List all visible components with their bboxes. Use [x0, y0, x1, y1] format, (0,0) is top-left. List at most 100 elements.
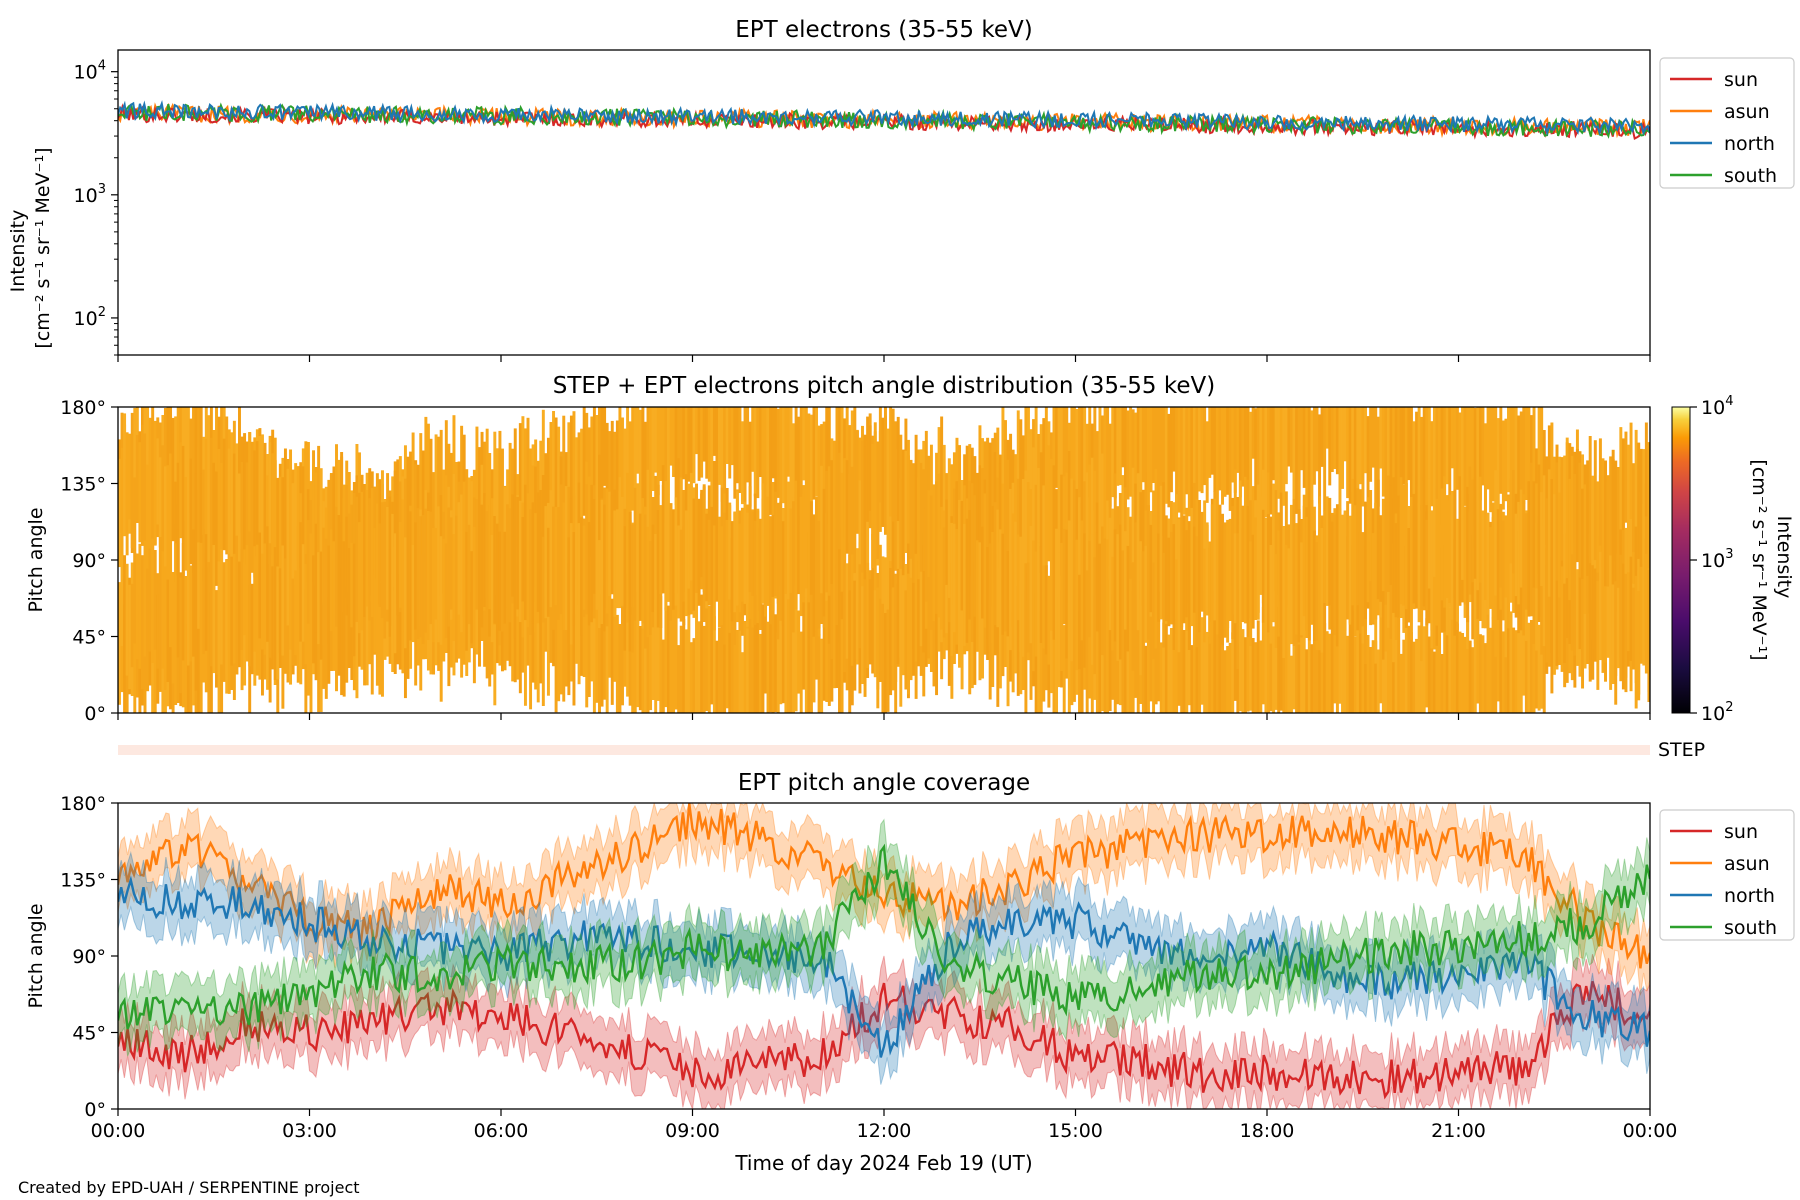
pad-cell: [812, 599, 816, 703]
pad-cell: [674, 497, 678, 594]
pad-cell: [1601, 458, 1605, 568]
pad-cell: [1037, 542, 1041, 627]
pad-cell: [799, 496, 803, 616]
pad-cell: [1320, 624, 1324, 713]
pad-cell: [1624, 527, 1628, 613]
pad-cell: [138, 442, 142, 543]
pad-cell: [531, 502, 535, 624]
pad-cell: [513, 503, 517, 639]
panel-coverage-yticks: 0°45°90°135°180°: [60, 793, 118, 1121]
pad-cell: [1376, 416, 1380, 507]
pad-cell: [988, 543, 992, 647]
pad-cell: [1287, 407, 1291, 467]
pad-cell: [1098, 477, 1102, 578]
pad-cell: [1026, 407, 1030, 529]
pad-cell: [1476, 407, 1480, 497]
pad-cell: [1238, 407, 1242, 498]
pad-cell: [797, 480, 801, 595]
pad-cell: [1453, 626, 1457, 713]
pad-cell: [1616, 553, 1620, 669]
pad-cell: [1471, 534, 1475, 640]
pad-cell: [202, 568, 206, 655]
pad-cell: [1106, 539, 1110, 662]
pad-cell: [876, 441, 880, 559]
pad-cell: [1210, 616, 1214, 713]
pad-cell: [1425, 618, 1429, 708]
pad-cell: [1438, 501, 1442, 602]
pad-cell: [981, 526, 984, 619]
pad-cell: [763, 407, 767, 485]
pad-cell: [738, 407, 742, 493]
pad-cell: [654, 407, 658, 473]
y-tick-label: 135°: [60, 870, 106, 892]
pad-cell: [1601, 560, 1605, 673]
pad-cell: [1517, 501, 1521, 605]
pad-cell: [559, 484, 563, 615]
pad-cell: [475, 499, 479, 610]
pad-cell: [1004, 439, 1007, 569]
pad-cell: [1279, 496, 1283, 633]
pad-cell: [707, 407, 711, 482]
pad-cell: [1453, 489, 1457, 598]
pad-cell: [848, 554, 852, 686]
pad-cell: [1057, 470, 1061, 565]
pad-cell: [998, 529, 1002, 625]
pad-cell: [1369, 490, 1373, 582]
pad-cell: [337, 515, 341, 650]
pad-cell: [978, 542, 982, 636]
pad-cell: [756, 510, 760, 623]
legend-label-asun: asun: [1724, 853, 1770, 875]
pad-cell: [1236, 407, 1240, 473]
pad-cell: [1080, 407, 1084, 508]
pad-cell: [1062, 407, 1066, 502]
pad-cell: [1575, 569, 1579, 666]
pad-cell: [1629, 422, 1633, 519]
pad-cell: [1371, 533, 1375, 624]
pad-cell: [728, 502, 732, 600]
pad-cell: [1065, 407, 1069, 524]
pad-cell: [1384, 643, 1388, 713]
pad-cell: [552, 411, 556, 530]
pad-cell: [1374, 502, 1378, 620]
pad-cell: [508, 510, 512, 623]
pad-cell: [184, 477, 188, 571]
pad-cell: [1006, 459, 1010, 558]
pad-cell: [968, 510, 972, 620]
pad-cell: [743, 621, 747, 713]
pad-cell: [973, 495, 977, 610]
pad-cell: [577, 523, 581, 618]
pad-cell: [523, 575, 527, 706]
pad-cell: [896, 416, 900, 521]
pad-cell: [289, 558, 293, 650]
pad-cell: [1238, 623, 1242, 712]
pad-cell: [1570, 455, 1574, 555]
pad-cell: [1540, 528, 1544, 655]
pad-cell: [429, 438, 433, 547]
pad-cell: [1228, 518, 1232, 603]
pad-cell: [1169, 407, 1173, 493]
pad-cell: [970, 483, 974, 578]
pad-cell: [1078, 407, 1081, 502]
pad-cell: [1111, 508, 1115, 597]
pad-cell: [817, 633, 821, 713]
pad-cell: [1348, 617, 1352, 713]
pad-cell: [838, 452, 841, 550]
pad-cell: [1486, 641, 1490, 713]
pad-cell: [490, 534, 494, 643]
pad-cell: [1351, 478, 1355, 606]
pad-cell: [166, 465, 170, 590]
pad-cell: [820, 465, 824, 594]
pad-cell: [393, 470, 397, 591]
pad-cell: [1024, 470, 1028, 595]
pad-cell: [1545, 498, 1549, 623]
pad-cell: [917, 477, 921, 580]
pad-cell: [546, 601, 550, 696]
panel-coverage: EPT pitch angle coverage 0°45°90°135°180…: [25, 770, 1795, 1142]
x-axis-label: Time of day 2024 Feb 19 (UT): [734, 1151, 1032, 1175]
pad-cell: [784, 407, 788, 507]
pad-cell: [1568, 478, 1572, 601]
pad-cell: [1353, 505, 1357, 611]
pad-cell: [569, 415, 573, 532]
panel-intensity-title: EPT electrons (35-55 keV): [735, 17, 1032, 43]
pad-cell: [1300, 407, 1304, 471]
